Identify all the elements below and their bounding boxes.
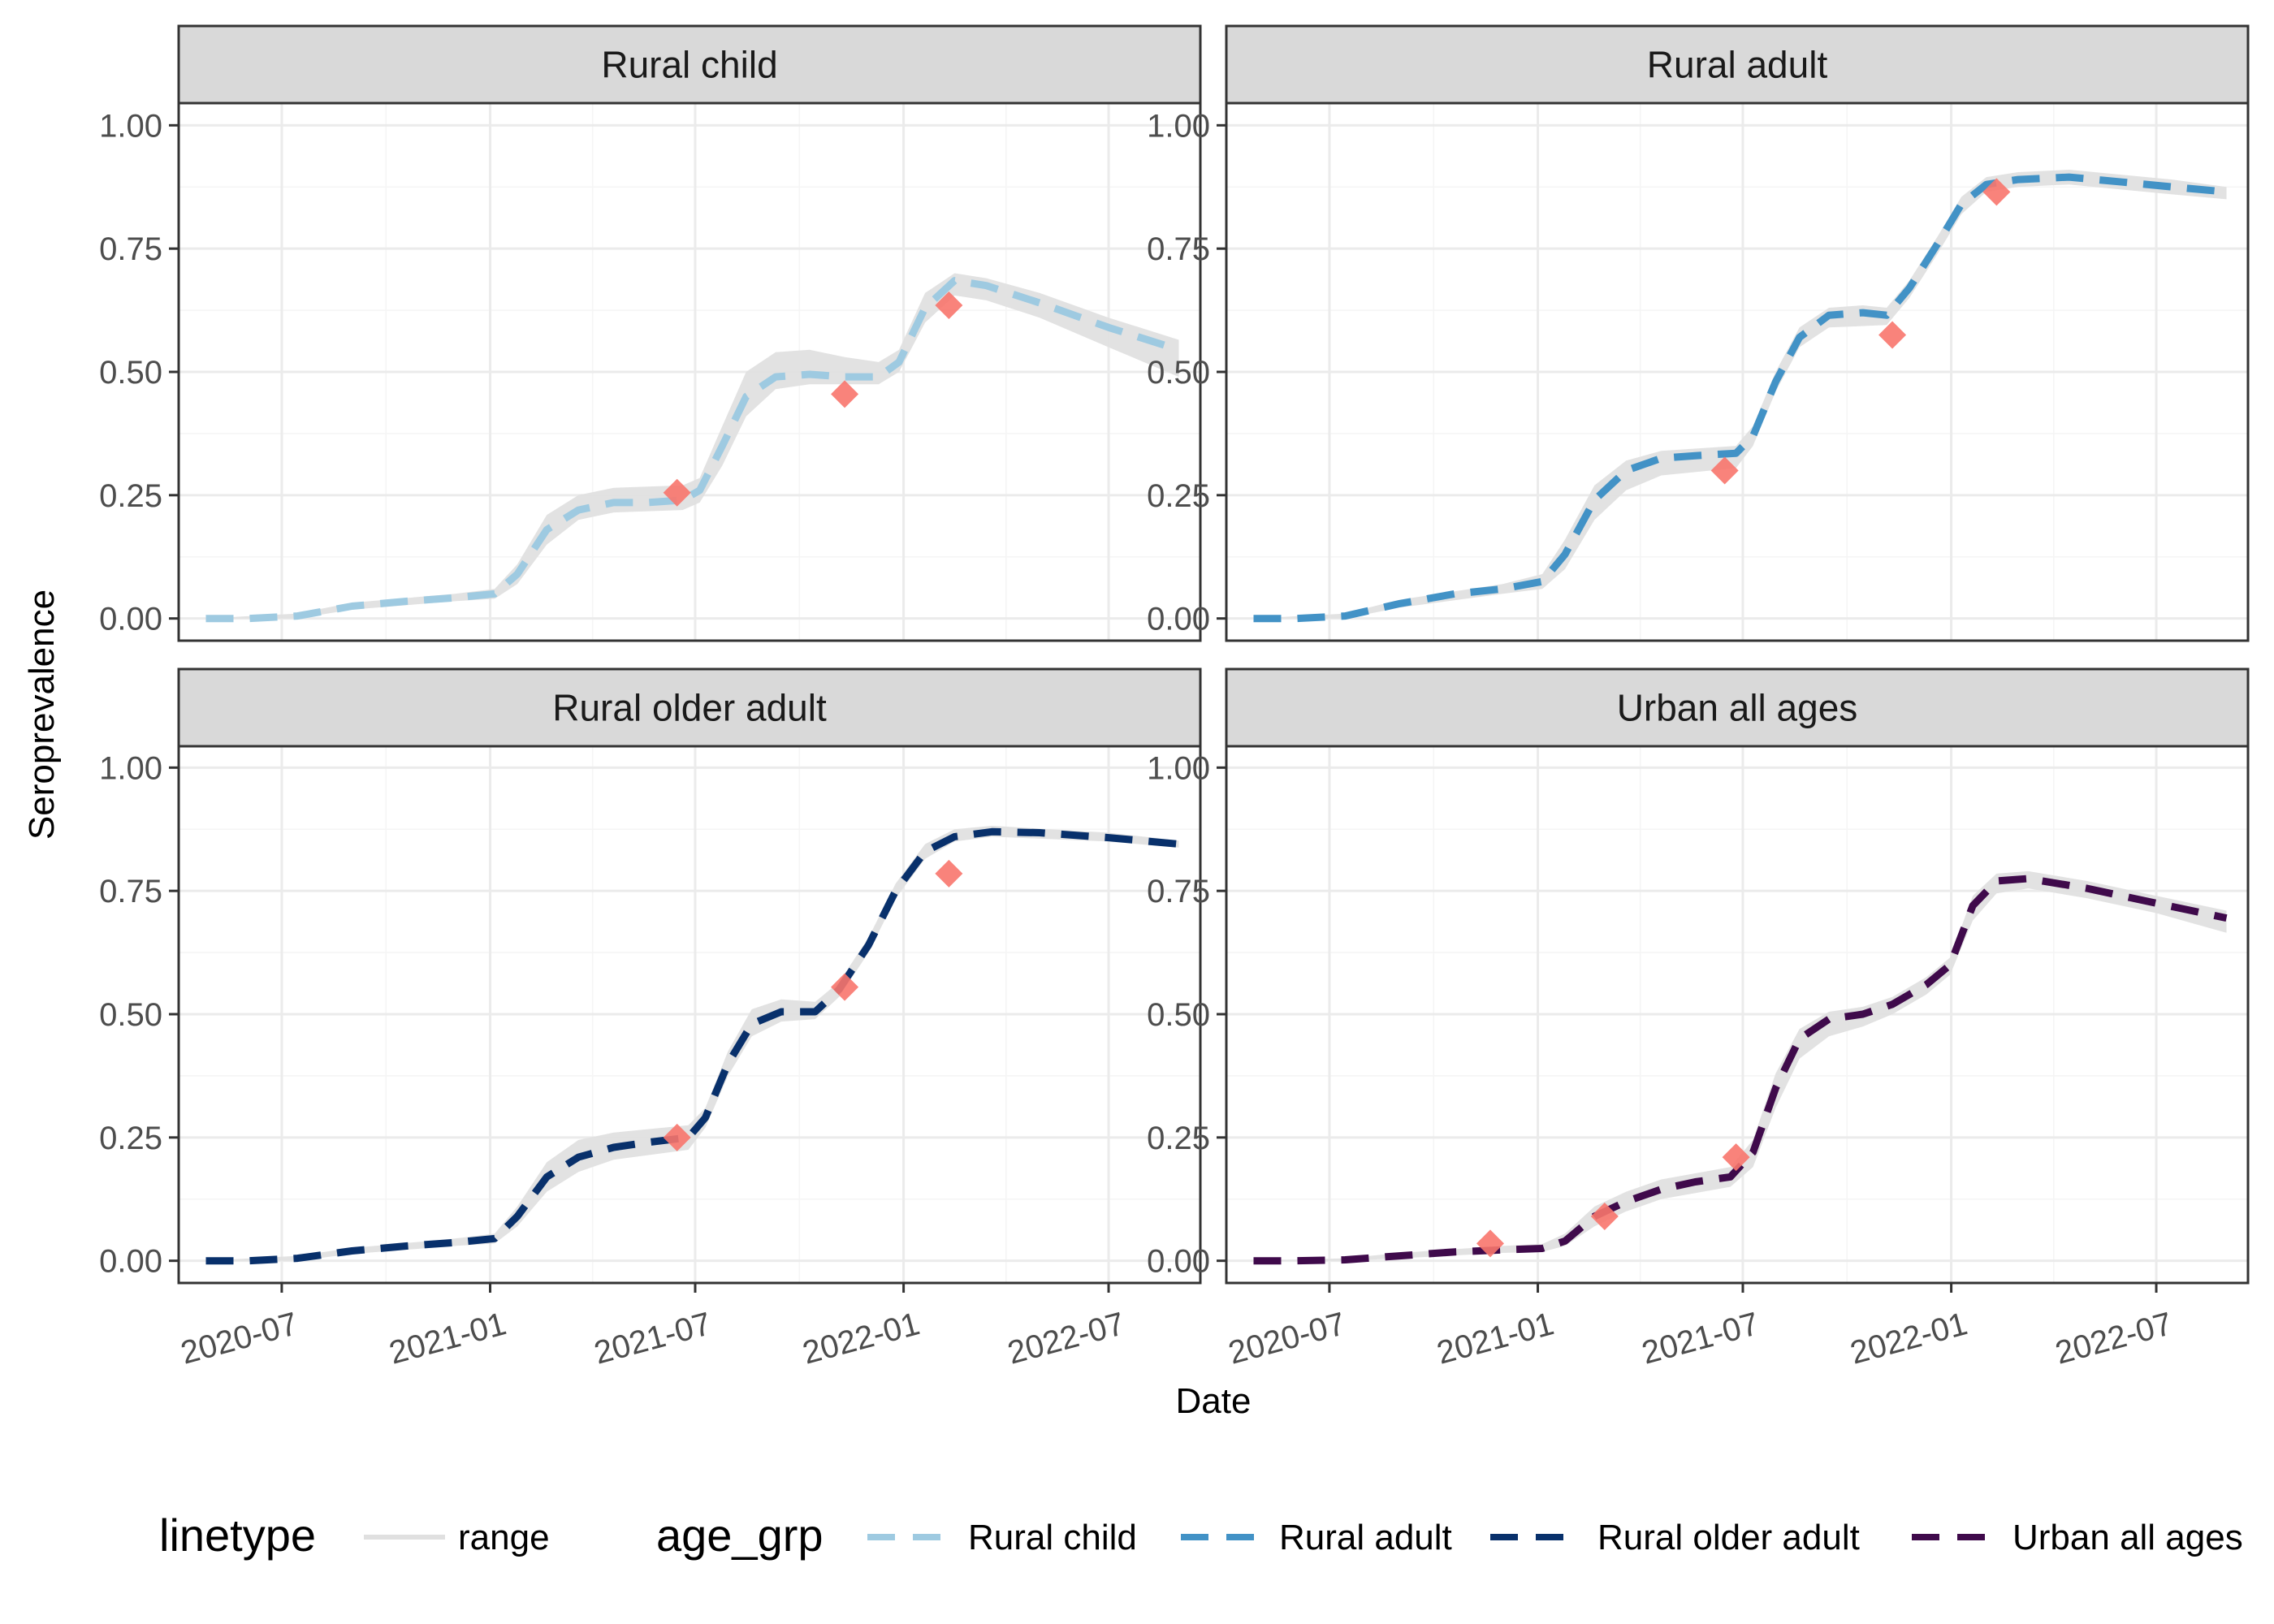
observed-point xyxy=(935,859,963,888)
legend-label-rural-child: Rural child xyxy=(968,1518,1137,1557)
y-tick-label: 0.75 xyxy=(99,874,162,909)
legend-linetype-title: linetype xyxy=(159,1510,316,1561)
y-tick-label: 0.75 xyxy=(1147,231,1210,267)
facet-strip-label: Rural child xyxy=(601,44,777,86)
y-tick-label: 0.00 xyxy=(1147,602,1210,637)
y-tick-label: 0.50 xyxy=(99,997,162,1033)
observed-point xyxy=(1476,1229,1504,1258)
panel-rural-older-adult: Rural older adult0.000.250.500.751.00202… xyxy=(99,667,1202,1371)
y-axis-title: Seroprevalence xyxy=(22,590,62,840)
observed-point xyxy=(1590,1203,1619,1231)
panel-rural-adult: Rural adult 0.00 0.25 0.50 0.75 1.00 xyxy=(1147,24,2250,642)
observed-point xyxy=(1710,456,1739,485)
y-tick-label: 0.50 xyxy=(1147,355,1210,391)
x-axis-title: Date xyxy=(1176,1381,1252,1421)
y-tick-label: 0.25 xyxy=(1147,478,1210,514)
y-tick-label: 0.50 xyxy=(1147,997,1210,1033)
y-tick-label: 0.25 xyxy=(99,478,162,514)
y-tick-label: 0.25 xyxy=(99,1121,162,1156)
y-tick-label: 0.00 xyxy=(99,602,162,637)
observed-point xyxy=(831,380,859,408)
observed-point xyxy=(1982,178,2011,206)
legend-label-rural-adult: Rural adult xyxy=(1279,1518,1452,1557)
panel-urban-all-ages: Urban all ages0.000.250.500.751.002020-0… xyxy=(1147,667,2250,1371)
observed-point xyxy=(831,973,859,1001)
y-tick-label: 1.00 xyxy=(99,750,162,786)
facet-strip xyxy=(177,667,1202,748)
series-line-rural-child xyxy=(205,277,1180,623)
y-tick-label: 0.50 xyxy=(99,355,162,391)
observed-point xyxy=(663,478,691,507)
y-tick-label: 0.75 xyxy=(99,231,162,267)
facet-strip xyxy=(1225,24,2250,105)
legend: linetype range age_grp Rural child Rural… xyxy=(159,1510,2243,1561)
series-line-rural-older-adult xyxy=(205,827,1179,1265)
panel-rural-child: Rural child 0.00 0.25 0.50 0.75 1.00 xyxy=(99,24,1202,642)
observed-point xyxy=(663,1123,691,1151)
legend-label-urban-all-ages: Urban all ages xyxy=(2012,1518,2243,1557)
y-tick-label: 0.25 xyxy=(1147,1121,1210,1156)
series-line-urban-all-ages xyxy=(1253,875,2228,1265)
legend-label-range: range xyxy=(458,1518,550,1557)
y-tick-label: 0.00 xyxy=(99,1244,162,1280)
y-tick-label: 1.00 xyxy=(1147,108,1210,144)
facet-strip xyxy=(177,24,1202,105)
y-tick-label: 1.00 xyxy=(99,108,162,144)
series-line-rural-adult xyxy=(1253,173,2227,623)
observed-point xyxy=(935,292,963,320)
facet-strip xyxy=(1225,667,2250,748)
y-tick-label: 0.75 xyxy=(1147,874,1210,909)
facet-strip-label: Rural older adult xyxy=(552,687,827,729)
y-tick-label: 0.00 xyxy=(1147,1244,1210,1280)
observed-point xyxy=(1878,321,1907,349)
legend-label-rural-older-adult: Rural older adult xyxy=(1597,1518,1860,1557)
legend-color-title: age_grp xyxy=(656,1510,824,1561)
observed-point xyxy=(1722,1143,1750,1172)
y-tick-label: 1.00 xyxy=(1147,750,1210,786)
facet-strip-label: Rural adult xyxy=(1647,44,1828,86)
facet-strip-label: Urban all ages xyxy=(1617,687,1858,729)
